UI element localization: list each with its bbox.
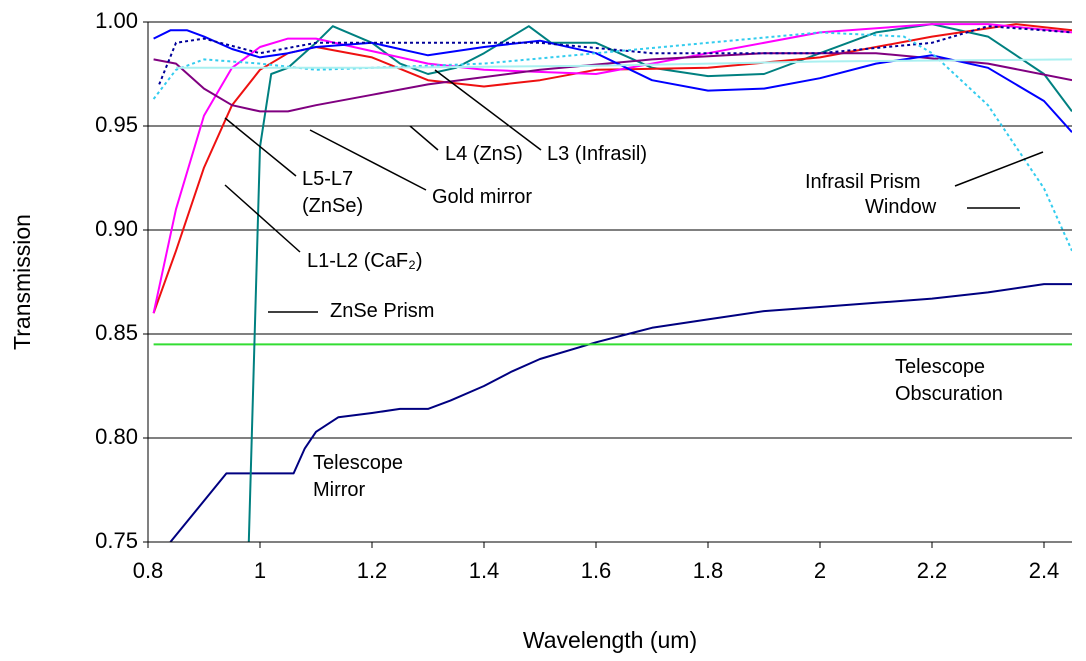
y-tick-label: 0.90	[95, 216, 138, 241]
annotation-leader	[954, 151, 1044, 187]
series-line	[152, 23, 1072, 314]
x-tick-label: 2	[814, 558, 826, 583]
y-tick-label: 0.80	[95, 424, 138, 449]
x-tick-label: 1	[254, 558, 266, 583]
series-annotation: Telescope Obscuration	[895, 356, 1003, 405]
series-line	[169, 283, 1072, 542]
series-line	[152, 31, 1072, 252]
series-line	[247, 23, 1072, 542]
x-tick-label: 1.8	[693, 558, 724, 583]
series-annotation: Infrasil Prism	[805, 171, 921, 193]
x-tick-label: 0.8	[133, 558, 164, 583]
series-line	[153, 52, 1072, 113]
series-line	[153, 29, 1072, 133]
annotation-leader	[224, 184, 301, 253]
annotation-leader	[224, 117, 297, 177]
annotation-leader	[409, 125, 439, 151]
x-tick-label: 1.6	[581, 558, 612, 583]
series-annotation: L4 (ZnS)	[445, 143, 523, 165]
series-annotation: L1-L2 (CaF₂)	[307, 250, 423, 272]
y-tick-label: 0.75	[95, 528, 138, 553]
x-tick-label: 1.4	[469, 558, 500, 583]
series-annotation: L3 (Infrasil)	[547, 143, 648, 165]
series-annotation: ZnSe Prism	[330, 300, 435, 322]
x-axis-title: Wavelength (um)	[523, 627, 697, 653]
y-tick-label: 1.00	[95, 8, 138, 33]
annotation-leader	[434, 69, 542, 151]
y-axis-title: Transmission	[9, 214, 35, 350]
x-tick-label: 2.4	[1029, 558, 1060, 583]
series-annotation: L5-L7 (ZnSe)	[302, 168, 364, 217]
series-line	[152, 23, 1072, 314]
series-line	[176, 58, 1072, 69]
series-annotation: Window	[865, 196, 937, 218]
y-tick-label: 0.85	[95, 320, 138, 345]
series-line	[158, 25, 1072, 85]
x-tick-label: 1.2	[357, 558, 388, 583]
annotation-leader	[309, 129, 427, 191]
series-annotation: Gold mirror	[432, 186, 533, 208]
series-annotation: Telescope Mirror	[313, 452, 404, 501]
y-tick-label: 0.95	[95, 112, 138, 137]
x-tick-label: 2.2	[917, 558, 948, 583]
